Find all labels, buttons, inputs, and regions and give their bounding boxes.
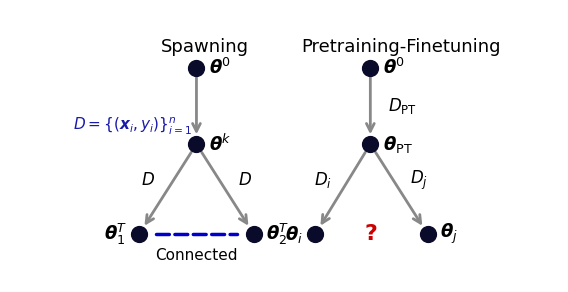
Point xyxy=(366,65,375,70)
Text: $\boldsymbol{\theta}_i$: $\boldsymbol{\theta}_i$ xyxy=(285,223,303,244)
Text: $\boldsymbol{\theta}^0$: $\boldsymbol{\theta}^0$ xyxy=(383,58,404,78)
Point xyxy=(423,232,432,236)
Point xyxy=(192,142,201,146)
Text: Connected: Connected xyxy=(155,248,237,263)
Point xyxy=(366,142,375,146)
Text: $D = \{(\boldsymbol{x}_i, y_i)\}_{i=1}^{n}$: $D = \{(\boldsymbol{x}_i, y_i)\}_{i=1}^{… xyxy=(73,116,193,137)
Point xyxy=(311,232,320,236)
Text: $\boldsymbol{\theta}_1^T$: $\boldsymbol{\theta}_1^T$ xyxy=(104,221,127,246)
Point xyxy=(192,65,201,70)
Text: $D_{\mathrm{PT}}$: $D_{\mathrm{PT}}$ xyxy=(388,96,417,116)
Text: $\boldsymbol{\theta}_j$: $\boldsymbol{\theta}_j$ xyxy=(440,222,458,246)
Text: Pretraining-Finetuning: Pretraining-Finetuning xyxy=(302,39,501,56)
Text: $D_i$: $D_i$ xyxy=(314,170,332,190)
Text: $\boldsymbol{\theta}^0$: $\boldsymbol{\theta}^0$ xyxy=(209,58,231,78)
Text: $D$: $D$ xyxy=(238,171,252,189)
Point xyxy=(135,232,144,236)
Text: $\boldsymbol{\theta}^k$: $\boldsymbol{\theta}^k$ xyxy=(209,133,231,155)
Text: Spawning: Spawning xyxy=(161,39,249,56)
Text: $\boldsymbol{\theta}_2^T$: $\boldsymbol{\theta}_2^T$ xyxy=(266,221,289,246)
Point xyxy=(249,232,258,236)
Text: $D_j$: $D_j$ xyxy=(410,168,428,192)
Text: ?: ? xyxy=(365,224,378,244)
Text: $D$: $D$ xyxy=(141,171,155,189)
Text: $\boldsymbol{\theta}_{\mathrm{PT}}$: $\boldsymbol{\theta}_{\mathrm{PT}}$ xyxy=(383,133,412,154)
